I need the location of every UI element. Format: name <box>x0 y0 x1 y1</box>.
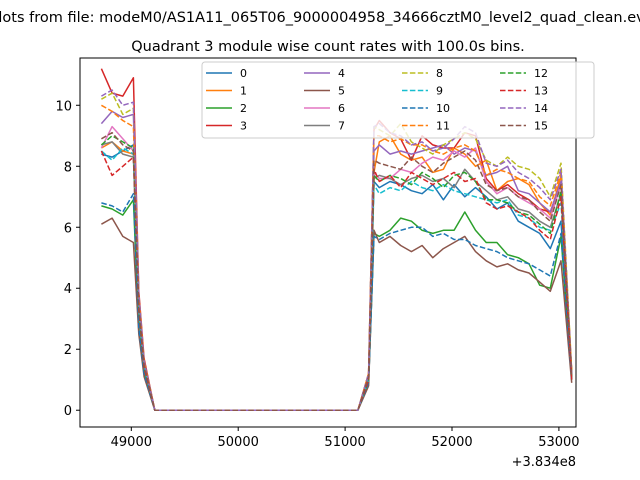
legend-label-0: 0 <box>240 67 247 80</box>
legend-label-1: 1 <box>240 85 247 98</box>
legend-label-10: 10 <box>436 102 450 115</box>
series-line-1 <box>101 135 573 411</box>
legend-label-9: 9 <box>436 85 443 98</box>
series-layer <box>100 68 573 411</box>
legend-label-7: 7 <box>338 120 345 133</box>
legend-label-13: 13 <box>534 85 548 98</box>
legend-label-6: 6 <box>338 102 345 115</box>
legend-label-3: 3 <box>240 120 247 133</box>
x-tick-label: 52000 <box>431 435 472 450</box>
x-tick-label: 50000 <box>218 435 259 450</box>
legend-box <box>201 61 595 139</box>
figure-suptitle: Plots from file: modeM0/AS1A11_065T06_90… <box>0 10 640 26</box>
y-tick-label: 8 <box>64 160 72 175</box>
y-tick-label: 0 <box>64 404 72 419</box>
plot-area-frame <box>79 57 577 428</box>
legend-label-5: 5 <box>338 85 345 98</box>
legend-label-11: 11 <box>436 120 450 133</box>
x-tick-label: 49000 <box>111 435 152 450</box>
series-line-12 <box>100 135 573 411</box>
series-line-7 <box>101 141 573 411</box>
legend-label-12: 12 <box>534 67 548 80</box>
series-line-13 <box>100 150 573 411</box>
legend-label-15: 15 <box>534 120 548 133</box>
legend-label-4: 4 <box>338 67 345 80</box>
y-tick-label: 2 <box>64 343 72 358</box>
series-line-4 <box>100 110 573 411</box>
series-line-0 <box>101 144 573 411</box>
legend-label-8: 8 <box>436 67 443 80</box>
chart-title: Quadrant 3 module wise count rates with … <box>131 39 525 55</box>
y-tick-label: 4 <box>64 282 72 297</box>
y-tick-label: 10 <box>55 99 72 114</box>
series-line-2 <box>101 199 573 411</box>
series-line-10 <box>101 192 573 411</box>
series-line-11 <box>101 104 573 411</box>
legend-label-14: 14 <box>534 102 548 115</box>
x-offset-label: +3.834e8 <box>512 455 576 470</box>
ticks-layer: 49000 50000 51000 52000 53000 0 2 4 6 8 10 <box>55 99 579 450</box>
series-line-15 <box>101 131 573 411</box>
y-tick-label: 6 <box>64 221 72 236</box>
legend-label-2: 2 <box>240 102 247 115</box>
x-tick-label: 51000 <box>324 435 365 450</box>
x-tick-label: 53000 <box>538 435 579 450</box>
series-line-8 <box>101 92 573 411</box>
